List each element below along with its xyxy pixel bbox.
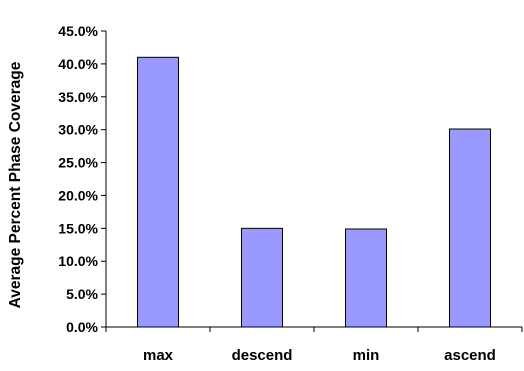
bar-max — [137, 56, 179, 328]
bar-descend — [241, 227, 283, 328]
bars-group — [137, 56, 491, 328]
y-tick-label: 15.0% — [58, 220, 98, 236]
x-axis-labels: max descend min ascend — [105, 327, 523, 364]
bar-ascend — [449, 128, 491, 328]
y-tick-label: 25.0% — [58, 155, 98, 171]
y-tick-label: 30.0% — [58, 122, 98, 138]
y-tick-label: 0.0% — [66, 319, 98, 335]
y-tick-label: 45.0% — [58, 23, 98, 39]
y-tick-label: 20.0% — [58, 187, 98, 203]
y-tick-label: 10.0% — [58, 253, 98, 269]
y-tick-label: 5.0% — [66, 286, 98, 302]
y-axis-title: Average Percent Phase Coverage — [7, 61, 24, 308]
y-tick-label: 35.0% — [58, 89, 98, 105]
x-category-label: max — [143, 347, 174, 364]
bar-min — [345, 228, 387, 328]
y-axis-ticks: 0.0% 5.0% 10.0% 15.0% 20.0% 25.0% 30.0% 35.0% 40… — [58, 23, 106, 335]
x-category-label: descend — [232, 347, 293, 364]
x-category-label: min — [353, 347, 380, 364]
y-tick-label: 40.0% — [58, 56, 98, 72]
x-category-label: ascend — [444, 347, 496, 364]
